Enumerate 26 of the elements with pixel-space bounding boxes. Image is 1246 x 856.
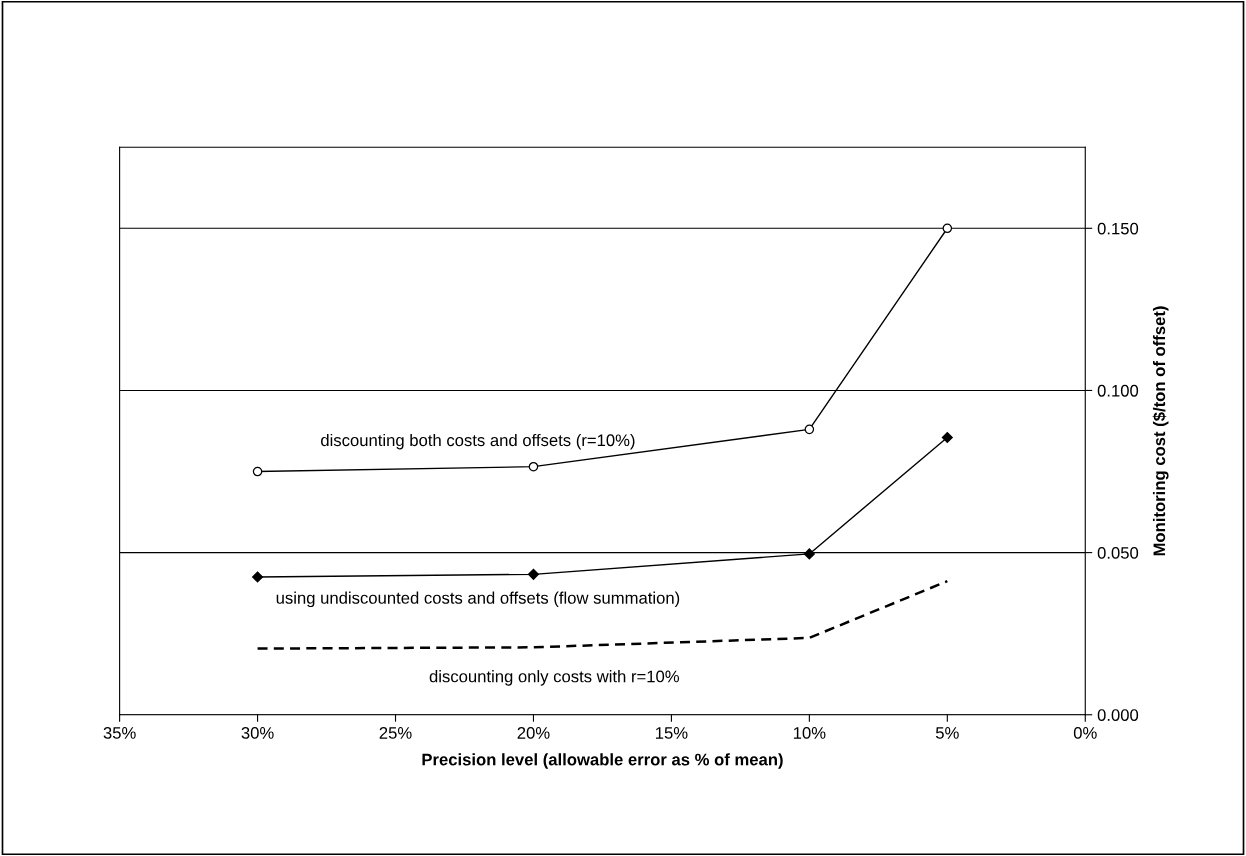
x-tick-label: 5% <box>935 727 959 739</box>
y-tick-label: 0.100 <box>1097 384 1139 397</box>
x-axis-title: Precision level (allowable error as % of mean) <box>422 753 783 769</box>
point <box>528 461 539 472</box>
x-tick-label: 25% <box>379 727 412 739</box>
y-tick-label: 0.150 <box>1097 222 1139 235</box>
x-tick-label: 20% <box>517 727 550 739</box>
point <box>527 568 540 580</box>
x-tick-label: 30% <box>241 727 274 739</box>
series-label: using undiscounted costs and offsets (flow summation) <box>276 591 680 608</box>
x-tick-label: 15% <box>656 727 688 739</box>
point <box>941 431 953 444</box>
point <box>252 466 263 477</box>
series-label: discounting both costs and offsets (r=10%) <box>321 433 635 450</box>
point <box>942 223 953 234</box>
x-tick-label: 35% <box>103 727 136 739</box>
point <box>252 571 264 583</box>
y-tick-label: 0.000 <box>1097 709 1139 721</box>
y-axis-title: Monitoring cost ($/ton of offset) <box>1152 306 1169 556</box>
point <box>804 424 815 435</box>
line-series <box>256 579 949 650</box>
point <box>803 548 815 560</box>
x-tick-label: 10% <box>793 727 826 739</box>
series-label: discounting only costs with r=10% <box>429 670 680 686</box>
y-tick-label: 0.050 <box>1097 547 1139 559</box>
x-tick-label: 0% <box>1073 727 1097 739</box>
